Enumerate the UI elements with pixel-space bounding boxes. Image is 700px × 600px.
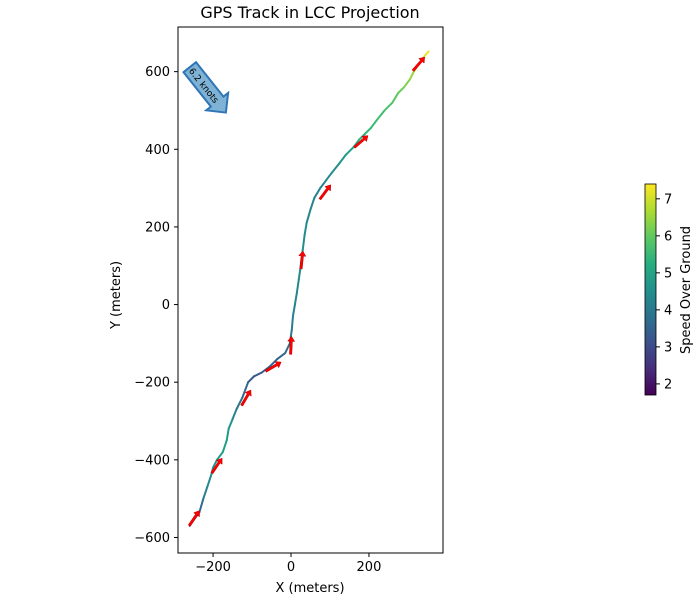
track-segment bbox=[225, 427, 230, 442]
y-axis-label: Y (meters) bbox=[109, 261, 124, 330]
wind-arrow-shape bbox=[182, 60, 230, 114]
track-segment bbox=[235, 396, 244, 411]
direction-arrow bbox=[287, 335, 296, 355]
track-segment bbox=[198, 497, 205, 514]
direction-arrow bbox=[353, 135, 369, 149]
colorbar-tick-label: 5 bbox=[664, 266, 672, 281]
track-segment bbox=[247, 375, 255, 384]
direction-arrow bbox=[210, 457, 223, 475]
y-tick-label: −600 bbox=[134, 531, 170, 546]
direction-arrow bbox=[318, 184, 331, 201]
y-tick-label: −200 bbox=[134, 376, 170, 391]
track-segment bbox=[383, 101, 394, 112]
track-segment bbox=[215, 451, 224, 461]
colorbar-tick-label: 3 bbox=[664, 340, 672, 355]
x-tick-label: 200 bbox=[357, 560, 382, 575]
track-segment bbox=[301, 233, 306, 252]
y-tick-label: 0 bbox=[162, 298, 170, 313]
track-segment bbox=[284, 342, 291, 355]
track-segment bbox=[291, 303, 296, 318]
track-segment bbox=[397, 86, 406, 94]
track-segment bbox=[241, 381, 250, 399]
direction-arrow bbox=[264, 361, 282, 373]
track-segment bbox=[344, 146, 355, 157]
track-segment bbox=[303, 222, 308, 236]
track-segment bbox=[276, 352, 287, 360]
colorbar bbox=[644, 183, 657, 396]
track-segment bbox=[202, 486, 209, 500]
y-tick-label: −400 bbox=[134, 453, 170, 468]
x-tick-label: −200 bbox=[195, 560, 231, 575]
colorbar-label: Speed Over Ground bbox=[679, 226, 694, 354]
colorbar-tick-label: 6 bbox=[664, 229, 672, 244]
track-segment bbox=[408, 70, 415, 81]
track-segment bbox=[293, 291, 298, 306]
track-segment bbox=[369, 119, 378, 129]
track-segment bbox=[375, 109, 386, 122]
y-axis-ticks: −600 −400 −200 0 200 400 600 bbox=[134, 65, 178, 546]
track-segment bbox=[319, 179, 328, 190]
track-segment bbox=[325, 171, 333, 182]
track-segment bbox=[330, 161, 341, 174]
track-segment bbox=[227, 418, 234, 430]
y-tick-label: 200 bbox=[145, 220, 170, 235]
track-segment bbox=[252, 371, 263, 378]
plot-area bbox=[177, 26, 444, 554]
direction-arrow-layer bbox=[187, 56, 425, 527]
track-segment bbox=[391, 91, 400, 104]
track-segment bbox=[212, 458, 218, 469]
track-segment bbox=[424, 50, 430, 56]
colorbar-tick-label: 7 bbox=[664, 192, 672, 207]
chart-title: GPS Track in LCC Projection bbox=[200, 3, 419, 22]
track-segment bbox=[364, 126, 372, 135]
direction-arrow bbox=[187, 510, 200, 527]
colorbar-tick-label: 2 bbox=[664, 377, 672, 392]
direction-arrow bbox=[240, 389, 252, 407]
x-tick-label: 0 bbox=[287, 560, 295, 575]
colorbar-ticks: 2 3 4 5 6 7 bbox=[656, 192, 672, 392]
track-segment bbox=[221, 439, 228, 454]
track-segment bbox=[305, 208, 312, 225]
colorbar-tick-label: 4 bbox=[664, 303, 672, 318]
direction-arrow bbox=[298, 250, 307, 270]
x-axis-label: X (meters) bbox=[275, 581, 344, 596]
x-axis-ticks: −200 0 200 bbox=[195, 553, 381, 575]
direction-arrow bbox=[411, 56, 425, 72]
y-tick-label: 600 bbox=[145, 65, 170, 80]
y-tick-label: 400 bbox=[145, 143, 170, 158]
track-segment bbox=[206, 474, 213, 489]
track-segment bbox=[313, 187, 322, 199]
track-segment bbox=[231, 408, 238, 421]
track-segment bbox=[290, 315, 294, 331]
track-segment bbox=[403, 78, 411, 89]
track-segment bbox=[268, 357, 279, 368]
track-segment bbox=[309, 196, 316, 211]
track-segment bbox=[338, 154, 347, 164]
track-segment bbox=[295, 278, 300, 294]
